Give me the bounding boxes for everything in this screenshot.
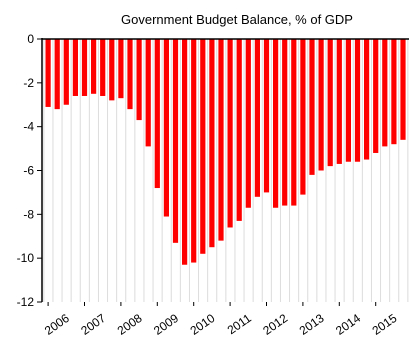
y-tick-label: -2 [23, 76, 34, 90]
bar [109, 39, 115, 101]
bar [81, 39, 88, 96]
bar [263, 39, 270, 193]
x-tick-label: 2006 [42, 311, 72, 338]
bar [45, 39, 51, 107]
bar [118, 39, 124, 99]
bar [400, 39, 406, 140]
bar [227, 39, 233, 228]
y-tick-label: 0 [27, 32, 34, 46]
x-tick-label: 2010 [188, 311, 218, 338]
x-tick-label: 2008 [115, 311, 145, 338]
x-tick-label: 2007 [78, 311, 108, 338]
y-tick-label: -10 [17, 251, 35, 265]
bar [136, 39, 142, 121]
bar [282, 39, 288, 206]
bar [172, 39, 179, 243]
bar [163, 39, 169, 217]
bar [373, 39, 379, 153]
bar [182, 39, 188, 265]
bar [236, 39, 242, 221]
axes-layer [37, 38, 409, 306]
bar [327, 39, 333, 167]
bar [273, 39, 279, 208]
bar [309, 39, 315, 175]
x-tick-label: 2009 [151, 311, 181, 338]
bar [345, 39, 351, 162]
bars-layer [45, 39, 406, 265]
y-tick-label: -8 [23, 207, 34, 221]
bar [254, 39, 260, 197]
bar [100, 39, 106, 96]
bar [300, 39, 306, 195]
bar [354, 39, 361, 162]
bar [63, 39, 69, 105]
bar [364, 39, 370, 160]
bar [72, 39, 78, 96]
bar [291, 39, 297, 206]
x-tick-label: 2011 [225, 311, 254, 337]
bar [127, 39, 133, 110]
x-tick-label: 2015 [370, 311, 400, 338]
y-tick-label: -12 [17, 295, 35, 309]
bar [318, 39, 324, 171]
x-tick-label: 2013 [297, 311, 327, 338]
x-tick-label: 2012 [260, 311, 290, 338]
bar [154, 39, 160, 189]
bar [191, 39, 197, 263]
bar [391, 39, 397, 145]
x-tick-label: 2014 [333, 311, 363, 338]
bar [336, 39, 342, 164]
bar [145, 39, 151, 147]
bar [91, 39, 97, 94]
bar [245, 39, 251, 208]
x-tick-labels: 2006 2007 2008 2009 2010 2011 2012 2013 2014 2015 [42, 311, 400, 338]
grid-layer [43, 39, 409, 302]
bar [218, 39, 224, 241]
chart-title: Government Budget Balance, % of GDP [121, 12, 353, 27]
bar [54, 39, 60, 110]
y-tick-labels: 0 -2 -4 -6 -8 -10 -12 [17, 32, 35, 309]
bar [200, 39, 206, 254]
y-tick-label: -6 [23, 164, 34, 178]
y-tick-label: -4 [23, 120, 34, 134]
bar [209, 39, 215, 248]
bar [382, 39, 388, 147]
